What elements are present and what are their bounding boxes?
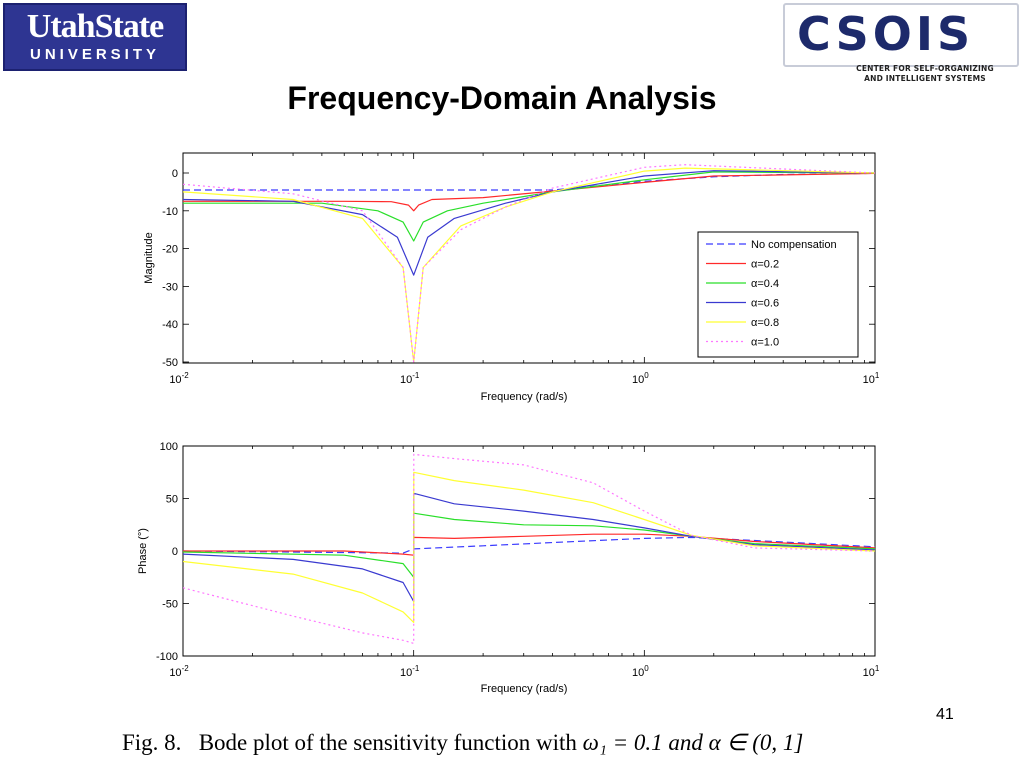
legend-label-2: α=0.4 [751, 278, 779, 290]
magnitude-series-line-4 [183, 167, 875, 363]
csois-logo-subtitle: CENTER FOR SELF-ORGANIZING AND INTELLIGE… [835, 64, 1015, 84]
usu-logo-line1: UtahState [26, 8, 164, 45]
csois-logo-word: CSOIS [797, 7, 975, 61]
legend-label-5: α=1.0 [751, 337, 779, 349]
phase-y-tick-label: -50 [162, 599, 178, 611]
slide-title: Frequency-Domain Analysis [287, 80, 717, 116]
magnitude-y-axis-label: Magnitude [143, 232, 155, 283]
legend-label-1: α=0.2 [751, 259, 779, 271]
magnitude-x-tick-label: 10-1 [400, 371, 420, 386]
phase-y-tick-label: 50 [166, 494, 178, 506]
magnitude-x-tick-label: 100 [632, 371, 649, 386]
phase-series-line-5 [183, 453, 875, 644]
phase-x-tick-label: 101 [863, 664, 880, 679]
legend-box [697, 231, 859, 358]
phase-x-tick-label: 10-2 [169, 664, 189, 679]
phase-y-tick-label: 0 [172, 546, 178, 558]
magnitude-y-tick-label: -50 [162, 357, 178, 369]
phase-y-tick-label: -100 [156, 651, 178, 663]
magnitude-y-tick-label: -20 [162, 244, 178, 256]
magnitude-series-line-2 [183, 171, 875, 242]
usu-logo-line2: UNIVERSITY [29, 46, 160, 63]
magnitude-x-tick-label: 101 [863, 371, 880, 386]
phase-y-axis-label: Phase (°) [137, 528, 149, 574]
phase-y-tick-label: 100 [160, 441, 178, 453]
csois-subtitle-line2: AND INTELLIGENT SYSTEMS [864, 74, 986, 83]
magnitude-series-line-5 [183, 164, 875, 363]
csois-subtitle-line1: CENTER FOR SELF-ORGANIZING [856, 64, 994, 73]
csois-logo: CSOIS CENTER FOR SELF-ORGANIZING AND INT… [783, 3, 1019, 87]
phase-x-tick-label: 10-1 [400, 664, 420, 679]
legend-label-3: α=0.6 [751, 298, 779, 310]
phase-series-line-3 [183, 492, 875, 602]
page-number: 41 [936, 706, 954, 723]
magnitude-y-tick-label: 0 [172, 168, 178, 180]
phase-x-axis-label: Frequency (rad/s) [481, 683, 568, 695]
phase-x-tick-label: 100 [632, 664, 649, 679]
magnitude-x-axis-label: Frequency (rad/s) [481, 391, 568, 403]
legend-label-0: No compensation [751, 239, 837, 251]
phase-chart: 10-2 10-1 100 101 100 50 0 -50 -100 Frequency (ra… [137, 441, 880, 695]
caption-math: ω₁ = 0.1 and α ∈ (0, 1] [582, 730, 804, 755]
magnitude-x-tick-label: 10-2 [169, 371, 189, 386]
caption-prefix: Fig. 8. [122, 730, 182, 755]
magnitude-series-line-3 [183, 170, 875, 276]
magnitude-series-line-1 [183, 172, 875, 212]
caption-text: Bode plot of the sensitivity function wi… [198, 730, 577, 755]
csois-logo-box [783, 3, 1019, 67]
magnitude-chart: 10-2 10-1 100 101 0 -10 -20 -30 -40 -50 Frequency … [143, 152, 880, 403]
figure-caption: Fig. 8. Bode plot of the sensitivity fun… [122, 730, 803, 756]
magnitude-y-tick-label: -10 [162, 206, 178, 218]
phase-series-line-4 [183, 471, 875, 623]
magnitude-y-tick-label: -30 [162, 281, 178, 293]
magnitude-y-tick-label: -40 [162, 319, 178, 331]
utah-state-university-logo: UtahState UNIVERSITY [3, 3, 187, 71]
legend-label-4: α=0.8 [751, 317, 779, 329]
